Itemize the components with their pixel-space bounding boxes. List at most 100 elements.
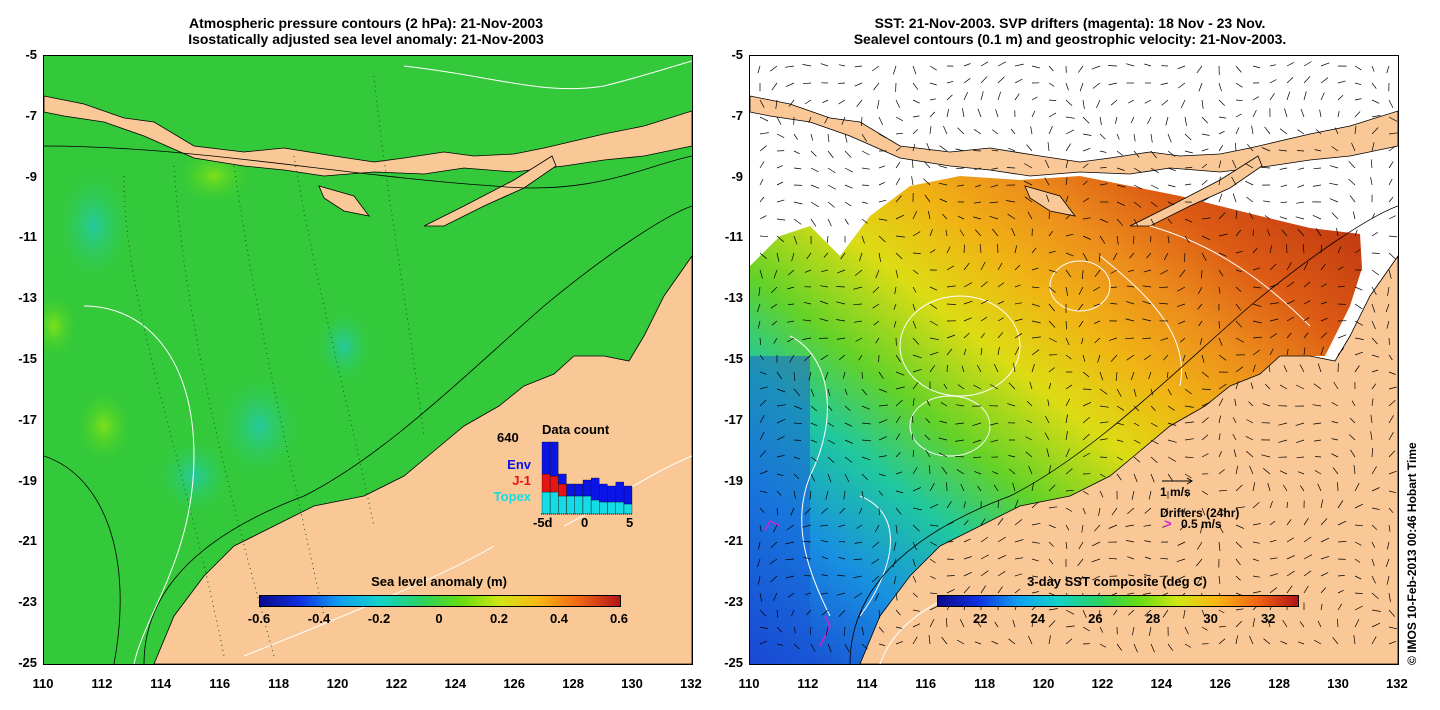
velocity-arrow bbox=[1354, 286, 1363, 291]
velocity-arrow bbox=[895, 354, 901, 363]
velocity-arrow bbox=[1099, 388, 1108, 395]
velocity-arrow bbox=[1261, 454, 1271, 458]
velocity-arrow bbox=[1337, 334, 1347, 339]
velocity-arrow bbox=[1300, 108, 1305, 118]
velocity-arrow bbox=[1354, 82, 1362, 86]
velocity-arrow bbox=[1127, 507, 1135, 515]
inset-bar bbox=[558, 483, 567, 497]
velocity-arrow bbox=[1008, 638, 1016, 645]
velocity-arrow bbox=[1248, 401, 1254, 407]
velocity-arrow bbox=[1279, 128, 1288, 135]
drifter-legend-marker: > bbox=[1164, 516, 1172, 531]
velocity-arrow bbox=[1082, 507, 1086, 515]
velocity-arrow bbox=[1235, 286, 1242, 292]
velocity-arrow bbox=[1160, 557, 1169, 560]
velocity-arrow bbox=[1371, 65, 1375, 72]
velocity-arrow bbox=[1183, 609, 1186, 619]
velocity-arrow bbox=[878, 609, 881, 619]
velocity-arrow bbox=[1024, 163, 1033, 169]
velocity-arrow bbox=[1099, 421, 1109, 424]
left-y-tick: -13 bbox=[18, 290, 37, 306]
velocity-arrow bbox=[963, 586, 971, 594]
velocity-arrow bbox=[1116, 422, 1125, 426]
velocity-arrow bbox=[1388, 252, 1396, 260]
velocity-arrow bbox=[759, 592, 763, 602]
velocity-arrow bbox=[1082, 401, 1092, 407]
velocity-arrow bbox=[1337, 603, 1343, 611]
velocity-arrow bbox=[1201, 434, 1209, 441]
velocity-arrow bbox=[1144, 556, 1152, 560]
velocity-arrow bbox=[839, 507, 846, 514]
velocity-arrow bbox=[929, 541, 937, 546]
velocity-arrow bbox=[1263, 468, 1271, 475]
velocity-arrow bbox=[877, 99, 880, 109]
velocity-arrow bbox=[1143, 269, 1152, 273]
velocity-arrow bbox=[1048, 367, 1055, 373]
velocity-arrow bbox=[912, 82, 919, 90]
velocity-arrow bbox=[1126, 63, 1135, 67]
velocity-arrow bbox=[925, 449, 931, 458]
velocity-arrow bbox=[1048, 541, 1054, 547]
velocity-arrow bbox=[974, 471, 982, 475]
velocity-arrow bbox=[837, 574, 846, 577]
velocity-arrow bbox=[1044, 159, 1050, 169]
velocity-arrow bbox=[827, 643, 832, 653]
velocity-arrow bbox=[929, 592, 938, 595]
velocity-arrow bbox=[972, 456, 982, 459]
velocity-arrow bbox=[1303, 300, 1311, 305]
velocity-arrow bbox=[993, 484, 999, 492]
velocity-arrow bbox=[991, 149, 999, 152]
sst-field bbox=[750, 176, 1362, 664]
velocity-arrow bbox=[1278, 422, 1288, 426]
velocity-arrow bbox=[853, 286, 863, 290]
velocity-arrow bbox=[1031, 541, 1040, 544]
velocity-arrow bbox=[980, 261, 986, 271]
velocity-arrow bbox=[1388, 196, 1394, 203]
velocity-arrow bbox=[1336, 228, 1339, 237]
velocity-arrow bbox=[1312, 404, 1322, 407]
velocity-arrow bbox=[758, 286, 761, 296]
velocity-arrow bbox=[929, 249, 936, 254]
left-y-tick: -17 bbox=[18, 411, 37, 427]
velocity-arrow bbox=[1031, 110, 1036, 118]
velocity-arrow bbox=[1082, 626, 1090, 632]
velocity-arrow bbox=[844, 218, 849, 225]
right-map: 1 m/s Drifters (24hr) > 0.5 m/s 3-day SS… bbox=[749, 55, 1399, 665]
right-colorbar-tick: 26 bbox=[1088, 611, 1103, 626]
velocity-arrow bbox=[1167, 167, 1177, 172]
velocity-arrow bbox=[1126, 354, 1135, 361]
velocity-arrow bbox=[1031, 575, 1039, 578]
velocity-arrow bbox=[1388, 178, 1393, 186]
velocity-arrow bbox=[1337, 94, 1344, 101]
velocity-arrow bbox=[861, 456, 871, 461]
velocity-arrow bbox=[1371, 142, 1375, 152]
velocity-arrow bbox=[1046, 194, 1050, 203]
velocity-arrow bbox=[912, 337, 920, 345]
velocity-arrow bbox=[844, 388, 848, 396]
velocity-arrow bbox=[1201, 490, 1208, 495]
velocity-arrow bbox=[804, 99, 812, 105]
velocity-arrow bbox=[1133, 150, 1140, 158]
velocity-arrow bbox=[1354, 558, 1361, 563]
velocity-arrow bbox=[912, 210, 918, 220]
velocity-arrow bbox=[804, 269, 812, 273]
velocity-arrow bbox=[810, 218, 817, 227]
velocity-arrow bbox=[759, 269, 763, 279]
velocity-arrow bbox=[1150, 201, 1158, 208]
right-land-timor bbox=[1129, 155, 1263, 227]
velocity-arrow bbox=[1235, 303, 1242, 311]
velocity-arrow bbox=[1144, 609, 1152, 617]
velocity-arrow bbox=[963, 317, 972, 322]
velocity-arrow bbox=[1198, 320, 1203, 327]
velocity-arrow bbox=[1014, 346, 1020, 356]
velocity-arrow bbox=[793, 626, 796, 634]
velocity-arrow bbox=[1201, 388, 1211, 390]
velocity-arrow bbox=[1319, 109, 1322, 118]
right-x-tick: 132 bbox=[1386, 676, 1408, 691]
velocity-arrow bbox=[776, 181, 784, 186]
velocity-arrow bbox=[1252, 502, 1260, 509]
velocity-arrow bbox=[878, 473, 886, 477]
velocity-arrow bbox=[1235, 381, 1239, 390]
velocity-arrow bbox=[1295, 422, 1305, 426]
velocity-arrow bbox=[1218, 160, 1222, 169]
